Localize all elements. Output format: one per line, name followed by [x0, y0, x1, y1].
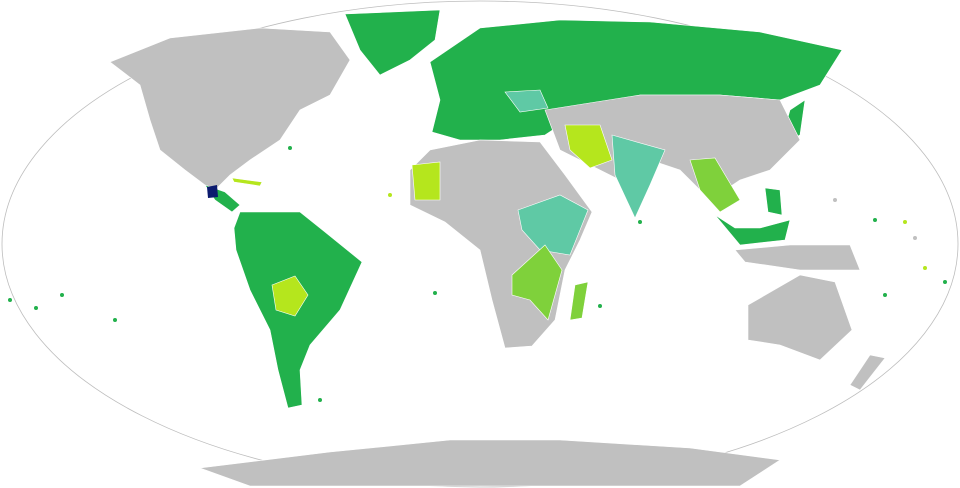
island [833, 198, 837, 202]
island [388, 193, 392, 197]
island [113, 318, 117, 322]
madagascar [569, 281, 589, 321]
island [433, 291, 437, 295]
indochina [689, 157, 741, 213]
east-europe [504, 89, 549, 113]
island [8, 298, 12, 302]
east-africa [517, 194, 589, 256]
guatemala [207, 185, 218, 198]
island [943, 280, 947, 284]
island-dots [8, 146, 947, 402]
mauritania [411, 161, 441, 201]
cuba [231, 177, 263, 187]
india [611, 134, 666, 219]
island [638, 220, 642, 224]
island [923, 266, 927, 270]
southeast-asia [714, 214, 791, 246]
island [318, 398, 322, 402]
indonesia [734, 244, 861, 271]
philippines [764, 187, 783, 216]
island [913, 236, 917, 240]
iran [564, 124, 613, 169]
new-zealand [849, 354, 886, 391]
bolivia [271, 275, 309, 317]
north-america [109, 27, 351, 191]
southeast-africa [511, 244, 563, 321]
island [873, 218, 877, 222]
island [60, 293, 64, 297]
island [883, 293, 887, 297]
australia [747, 274, 853, 361]
island [288, 146, 292, 150]
island [903, 220, 907, 224]
greenland [344, 9, 441, 76]
map-regions [109, 9, 886, 487]
antarctica [199, 439, 781, 487]
island [34, 306, 38, 310]
island [598, 304, 602, 308]
